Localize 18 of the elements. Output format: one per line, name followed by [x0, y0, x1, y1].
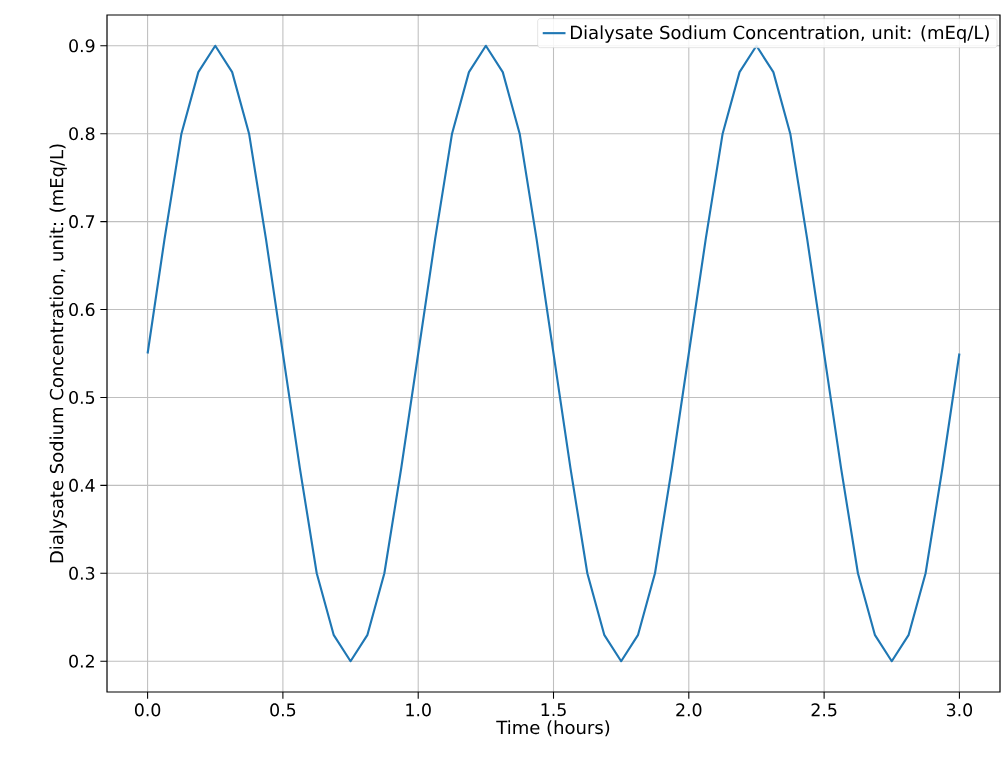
x-axis-title: Time (hours) [496, 720, 610, 737]
x-tick-label: 2.0 [676, 703, 702, 717]
y-tick-label: 0.6 [69, 302, 95, 317]
y-tick-label: 0.3 [69, 566, 95, 580]
legend-label: Dialysate Sodium Concentration, unit: (mEq/L) [571, 25, 989, 43]
y-tick-label: 0.8 [69, 127, 95, 141]
x-tick-label: 0.0 [134, 703, 161, 717]
y-tick-label: 0.9 [69, 39, 95, 53]
y-tick-label: 0.5 [69, 390, 95, 405]
x-tick-label: 3.0 [946, 703, 973, 717]
x-tick-label: 0.5 [270, 703, 296, 717]
x-tick-label: 1.5 [541, 703, 566, 717]
x-tick-label: 1.0 [406, 703, 431, 717]
y-tick-label: 0.4 [69, 478, 95, 492]
y-axis-title: Dialysate Sodium Concentration, unit: (mEq/L) [49, 144, 67, 563]
y-tick-label: 0.7 [69, 215, 95, 229]
x-tick-label: 2.5 [811, 703, 837, 717]
y-tick-label: 0.2 [69, 654, 94, 668]
